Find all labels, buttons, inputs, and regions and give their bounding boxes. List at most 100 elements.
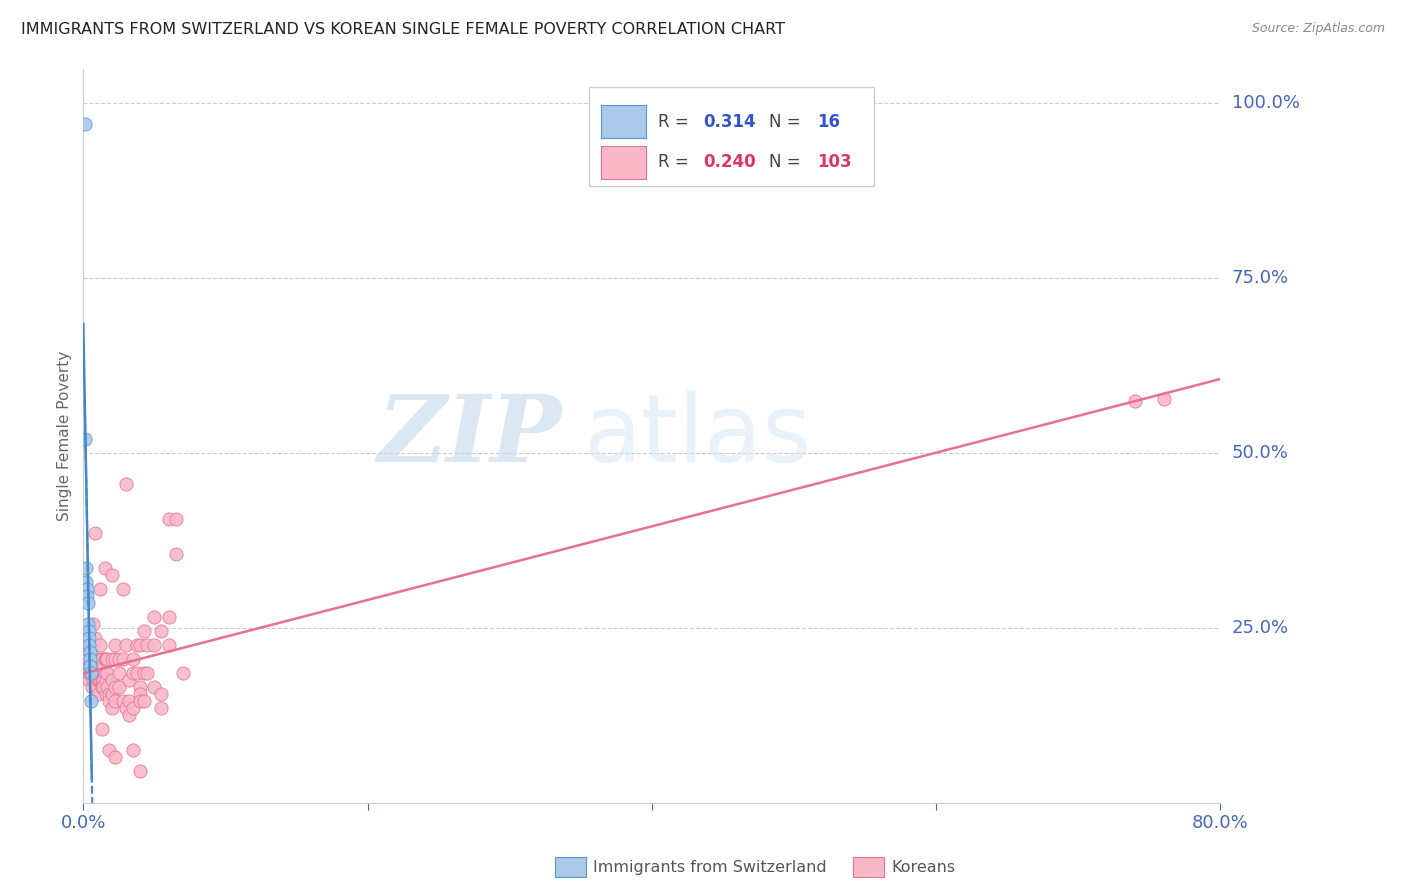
Point bbox=[87, 673, 110, 688]
Point bbox=[157, 610, 180, 624]
Point bbox=[150, 687, 173, 701]
Point bbox=[89, 673, 111, 688]
Point bbox=[89, 638, 111, 652]
Point bbox=[87, 659, 110, 673]
Point bbox=[100, 701, 122, 715]
Point bbox=[75, 638, 97, 652]
Point bbox=[94, 652, 117, 666]
Point bbox=[79, 659, 101, 673]
Point bbox=[118, 708, 141, 723]
Point bbox=[94, 687, 117, 701]
Text: N =: N = bbox=[769, 113, 806, 131]
Point bbox=[129, 680, 152, 694]
Point bbox=[79, 638, 101, 652]
Text: Source: ZipAtlas.com: Source: ZipAtlas.com bbox=[1251, 22, 1385, 36]
Point bbox=[83, 652, 105, 666]
Point bbox=[79, 666, 101, 681]
Text: 100.0%: 100.0% bbox=[1232, 95, 1299, 112]
Point bbox=[77, 673, 100, 688]
Point bbox=[97, 687, 120, 701]
Point bbox=[112, 582, 135, 597]
Point bbox=[75, 561, 97, 575]
Point bbox=[76, 666, 98, 681]
Point bbox=[75, 432, 97, 446]
Point bbox=[103, 638, 125, 652]
Point bbox=[157, 512, 180, 526]
Point bbox=[127, 638, 149, 652]
Point bbox=[96, 666, 118, 681]
Point bbox=[73, 118, 96, 132]
Point bbox=[93, 666, 115, 681]
Point bbox=[134, 624, 156, 639]
Text: 16: 16 bbox=[817, 113, 839, 131]
Point bbox=[90, 722, 112, 736]
Point bbox=[79, 652, 101, 666]
Text: ZIP: ZIP bbox=[377, 391, 561, 481]
Point bbox=[77, 632, 100, 646]
Point bbox=[136, 666, 159, 681]
Text: 103: 103 bbox=[817, 153, 852, 171]
Text: R =: R = bbox=[658, 153, 693, 171]
Point bbox=[143, 638, 166, 652]
Point bbox=[93, 561, 115, 575]
Point bbox=[96, 680, 118, 694]
Point bbox=[90, 652, 112, 666]
Point bbox=[129, 687, 152, 701]
Text: IMMIGRANTS FROM SWITZERLAND VS KOREAN SINGLE FEMALE POVERTY CORRELATION CHART: IMMIGRANTS FROM SWITZERLAND VS KOREAN SI… bbox=[21, 22, 785, 37]
Text: 25.0%: 25.0% bbox=[1232, 619, 1289, 637]
Point bbox=[76, 590, 98, 604]
Point bbox=[86, 666, 108, 681]
Point bbox=[76, 596, 98, 610]
Point bbox=[115, 638, 138, 652]
Text: atlas: atlas bbox=[583, 390, 811, 482]
Point bbox=[79, 666, 101, 681]
Point bbox=[76, 652, 98, 666]
Point bbox=[112, 652, 135, 666]
Point bbox=[129, 694, 152, 708]
Point bbox=[82, 638, 104, 652]
Point bbox=[115, 477, 138, 491]
Point bbox=[165, 548, 187, 562]
Point bbox=[82, 666, 104, 681]
FancyBboxPatch shape bbox=[600, 105, 647, 138]
Point bbox=[96, 652, 118, 666]
Point bbox=[77, 624, 100, 639]
Point bbox=[82, 673, 104, 688]
Point bbox=[103, 750, 125, 764]
Point bbox=[143, 610, 166, 624]
Point bbox=[103, 680, 125, 694]
Point bbox=[86, 687, 108, 701]
Point bbox=[108, 666, 131, 681]
Point bbox=[108, 680, 131, 694]
Point bbox=[1153, 392, 1175, 406]
Point bbox=[82, 617, 104, 632]
Point bbox=[97, 694, 120, 708]
Text: 0.240: 0.240 bbox=[703, 153, 755, 171]
Point bbox=[89, 666, 111, 681]
Point bbox=[90, 666, 112, 681]
Point bbox=[118, 673, 141, 688]
Point bbox=[172, 666, 194, 681]
Y-axis label: Single Female Poverty: Single Female Poverty bbox=[58, 351, 72, 521]
Point bbox=[100, 652, 122, 666]
Point bbox=[79, 645, 101, 659]
Text: R =: R = bbox=[658, 113, 693, 131]
Point bbox=[103, 652, 125, 666]
Point bbox=[93, 652, 115, 666]
Point bbox=[84, 673, 107, 688]
Point bbox=[77, 617, 100, 632]
Point bbox=[103, 694, 125, 708]
Point bbox=[91, 659, 114, 673]
Point bbox=[83, 526, 105, 541]
Point bbox=[122, 743, 145, 757]
Point bbox=[86, 652, 108, 666]
Text: Koreans: Koreans bbox=[891, 860, 956, 874]
Point bbox=[112, 694, 135, 708]
Point bbox=[134, 666, 156, 681]
Point bbox=[100, 673, 122, 688]
Point bbox=[129, 764, 152, 779]
Point bbox=[1123, 393, 1146, 408]
Point bbox=[91, 673, 114, 688]
Point bbox=[157, 638, 180, 652]
Point bbox=[77, 638, 100, 652]
